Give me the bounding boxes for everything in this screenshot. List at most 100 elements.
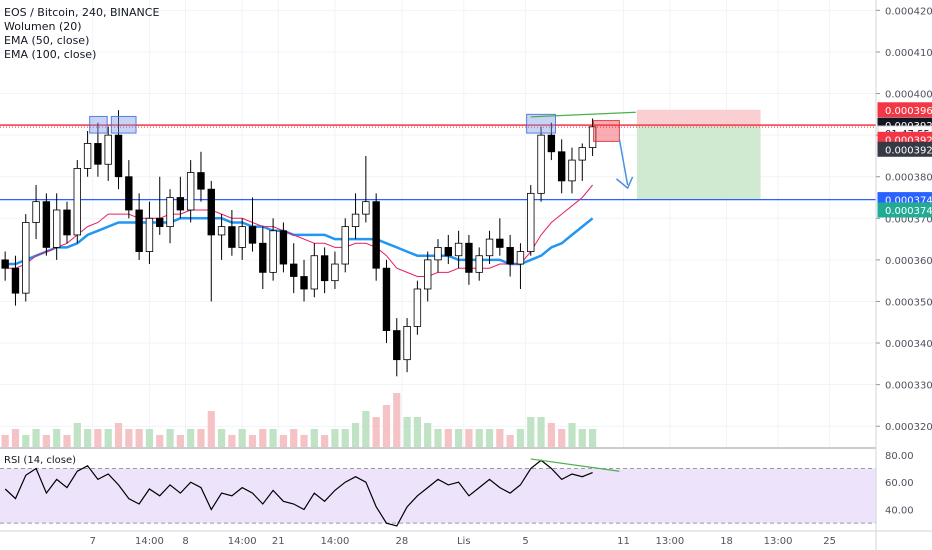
volume-bar — [475, 429, 483, 447]
position-zones — [636, 109, 761, 200]
volume-bar — [341, 429, 349, 447]
volume-bar — [114, 423, 123, 447]
volume-bar — [217, 429, 226, 447]
time-tick-label: 14:00 — [321, 536, 350, 547]
candle-body — [104, 134, 112, 165]
candle-body — [496, 238, 504, 248]
volume-bar — [496, 429, 504, 447]
volume-bar — [145, 429, 154, 447]
candle-body — [63, 209, 71, 236]
time-tick-label: 14:00 — [228, 536, 257, 547]
rsi-title[interactable]: RSI (14, close) — [4, 455, 77, 466]
volume-bar — [94, 429, 102, 447]
volume-bar — [351, 423, 360, 447]
volume-bar — [444, 429, 452, 447]
candle-body — [588, 126, 597, 149]
ema-50-line — [5, 184, 593, 277]
volume-bar — [331, 429, 339, 447]
candle-body — [279, 230, 288, 265]
volume-bar — [300, 435, 308, 447]
volume-bar — [424, 423, 432, 447]
candle-body — [94, 143, 102, 165]
volume-bar — [455, 429, 463, 447]
candle-body — [568, 159, 576, 182]
candle-body — [22, 222, 30, 294]
volume-bar — [104, 429, 112, 447]
candle-body — [310, 255, 319, 290]
time-tick-label: 5 — [522, 536, 528, 547]
indicator-ema100[interactable]: EMA (100, close) — [4, 48, 97, 61]
price-badge — [877, 141, 932, 157]
price-badge-label: 0.0003961 — [885, 106, 932, 117]
price-badge — [877, 102, 932, 118]
rsi-band — [0, 468, 876, 524]
candle-body — [485, 238, 494, 257]
candle-body — [557, 151, 566, 182]
volume-bar — [434, 429, 442, 447]
volume-bar — [362, 411, 370, 447]
candle-body — [83, 143, 92, 169]
volume-bar — [187, 429, 195, 447]
volume-bar — [547, 423, 555, 447]
volume-bar — [321, 435, 329, 447]
horizontal-levels — [0, 124, 876, 201]
candle-body — [351, 213, 360, 228]
volume-bar — [125, 429, 133, 447]
volume-bar — [156, 435, 164, 447]
candle-body — [547, 134, 556, 153]
volume-bar — [42, 435, 50, 447]
time-tick-label: 14:00 — [135, 536, 164, 547]
symbol-title[interactable]: EOS / Bitcoin, 240, BINANCE — [4, 6, 160, 19]
volume-bar — [135, 429, 143, 447]
candle-body — [186, 172, 195, 211]
ema-100-line — [5, 217, 594, 266]
candle-body — [197, 172, 205, 190]
volume-bar — [259, 429, 267, 447]
candle-body — [444, 247, 453, 257]
time-axis[interactable]: 7 14:00 8 14:00 21 14:00 28 Lis 5 11 13:00 18 13:00 2… — [90, 536, 836, 547]
volume-bar — [73, 423, 81, 447]
down-arrow-shaft — [618, 139, 629, 186]
candle-body — [176, 197, 185, 211]
price-badge-label: 0.0003921 — [885, 135, 932, 146]
candle-body — [537, 134, 545, 194]
rsi-tick-label: 80.00 — [885, 451, 914, 462]
time-tick-label: Lis — [457, 536, 471, 547]
highlight-box — [110, 115, 137, 134]
candle-body — [238, 226, 246, 248]
candles — [1, 110, 597, 377]
candle-body — [506, 247, 514, 265]
price-axis[interactable]: 0.00042000.00041000.00040000.00039000.00… — [875, 0, 932, 550]
candle-body — [259, 242, 267, 273]
volume-bars — [1, 393, 597, 447]
candle-body — [145, 217, 154, 252]
volume-bar — [568, 423, 576, 447]
indicator-ema50[interactable]: EMA (50, close) — [4, 34, 90, 47]
candle-body — [73, 168, 81, 236]
volume-bar — [558, 429, 566, 447]
rsi-line — [4, 459, 593, 527]
candle-body — [42, 201, 51, 248]
time-tick-label: 28 — [396, 536, 409, 547]
price-badge-label: 0.0003745 — [885, 196, 932, 207]
volume-bar — [166, 429, 174, 447]
candle-body — [11, 267, 20, 294]
down-arrow-head — [615, 176, 634, 190]
volume-bar — [32, 429, 40, 447]
indicator-volume[interactable]: Wolumen (20) — [4, 20, 82, 33]
annotations — [89, 111, 636, 190]
divergence-trendline — [530, 111, 636, 118]
rsi-tick-label: 40.00 — [885, 506, 914, 517]
time-tick-label: 25 — [823, 536, 836, 547]
chart-legend: EOS / Bitcoin, 240, BINANCE Wolumen (20)… — [4, 6, 159, 62]
time-tick-label: 11 — [617, 536, 630, 547]
candle-body — [269, 230, 277, 273]
candle-body — [331, 263, 339, 282]
